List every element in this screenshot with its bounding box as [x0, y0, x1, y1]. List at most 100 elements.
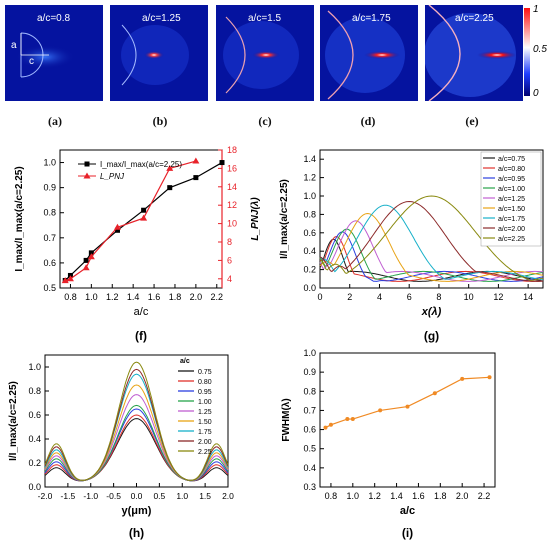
- x-tick-label: 1.0: [85, 292, 98, 302]
- data-point-triangle: [113, 223, 121, 230]
- data-point: [487, 375, 492, 380]
- legend-text-0: I_max/I_max(a/c=2.25): [100, 160, 182, 169]
- y-left-tick-label: 0.8: [43, 208, 56, 218]
- series-line-1: [319, 235, 544, 282]
- x-tick-label: 1.4: [390, 491, 403, 501]
- panel-label-c: (c): [258, 114, 272, 128]
- y-tick-label: 0.3: [303, 482, 316, 492]
- series-line-8: [319, 195, 544, 281]
- colorbar: [524, 8, 530, 96]
- x-tick-label: -0.5: [106, 491, 121, 501]
- x-tick-label: 1.8: [169, 292, 182, 302]
- ac-label-b: a/c=1.25: [142, 13, 181, 24]
- y-right-axis-title: L_PNJ(λ): [250, 197, 261, 241]
- x-tick-label: 1.2: [368, 491, 381, 501]
- legend-text-0: a/c=0.75: [498, 156, 525, 163]
- y-left-tick-label: 1.0: [43, 158, 56, 168]
- y-tick-label: 0.4: [303, 463, 316, 473]
- y-tick-label: 0.7: [303, 405, 316, 415]
- data-point-square: [88, 250, 94, 256]
- x-tick-label: 1.0: [176, 491, 188, 501]
- x-tick-label: -2.0: [38, 491, 53, 501]
- data-point-triangle: [140, 214, 148, 221]
- x-tick-label: 2.0: [190, 292, 203, 302]
- data-point-triangle: [82, 264, 90, 271]
- inset-a-label: a: [11, 40, 17, 51]
- chart-g: 0 2 4 6 8 10 12 14 0.0 0.2 0.4 0.6 0.8 1.0 1.2 1.4 a/c=0…: [279, 149, 544, 343]
- legend-marker-1: [83, 172, 91, 179]
- legend-text-1: a/c=0.80: [498, 166, 525, 173]
- field-panel-c: a/c=1.5: [216, 5, 314, 101]
- panel-label-b: (b): [152, 114, 168, 128]
- x-axis-title: y(μm): [122, 505, 152, 517]
- legend-text-1: 0.80: [198, 379, 212, 386]
- data-point: [378, 408, 383, 413]
- y-left-tick-label: 0.9: [43, 183, 56, 193]
- ac-label-c: a/c=1.5: [248, 13, 282, 24]
- x-tick-label: 2.0: [222, 491, 234, 501]
- legend-text-2: 0.95: [198, 389, 212, 396]
- x-axis-title: a/c: [134, 306, 149, 318]
- x-axis-title: a/c: [400, 505, 415, 517]
- y-tick-label: 0.2: [303, 265, 316, 275]
- colorbar-tick-05: 0.5: [533, 44, 547, 55]
- field-panel-d: a/c=1.75: [320, 5, 418, 101]
- panel-label-h: (h): [129, 526, 144, 540]
- x-tick-label: 0.0: [131, 491, 143, 501]
- y-tick-label: 0.4: [28, 434, 41, 444]
- x-tick-label: 2: [347, 292, 352, 302]
- y-tick-label: 0.8: [303, 209, 316, 219]
- field-panel-b: a/c=1.25: [110, 5, 208, 101]
- field-image-d: [320, 5, 418, 101]
- y-right-tick-label: 10: [227, 219, 237, 229]
- panel-label-a: (a): [48, 114, 62, 128]
- x-tick-label: 0: [317, 292, 322, 302]
- y-tick-label: 0.0: [28, 482, 41, 492]
- chart-f: 0.8 1.0 1.2 1.4 1.6 1.8 2.0 2.2 0.5 0.6 0.7 0.8 0.9 1…: [14, 145, 261, 343]
- legend-text-7: a/c=2.00: [498, 226, 525, 233]
- y-tick-label: 0.0: [303, 283, 316, 293]
- legend-text-5: a/c=1.50: [498, 206, 525, 213]
- plot-frame: [319, 352, 496, 488]
- x-tick-label: 2.2: [211, 292, 224, 302]
- x-tick-label: 8: [436, 292, 441, 302]
- y-right-tick-label: 18: [227, 145, 237, 155]
- data-point: [460, 376, 465, 381]
- x-tick-label: 14: [523, 292, 533, 302]
- y-tick-label: 0.2: [28, 458, 41, 468]
- x-tick-label: 1.6: [148, 292, 161, 302]
- field-panel-e: a/c=2.25: [425, 5, 523, 101]
- y-left-tick-label: 0.5: [43, 283, 56, 293]
- data-point: [345, 417, 350, 422]
- y-right-tick-label: 8: [227, 237, 232, 247]
- x-tick-label: 1.8: [434, 491, 447, 501]
- legend-text-8: 2.25: [198, 449, 212, 456]
- data-point-square: [83, 257, 89, 263]
- y-axis-title: I/I_max(a/c=2.25): [279, 179, 290, 259]
- ac-label-a: a/c=0.8: [37, 13, 71, 24]
- x-tick-label: 1.2: [106, 292, 119, 302]
- legend-text-0: 0.75: [198, 369, 212, 376]
- field-image-a: [5, 5, 103, 101]
- x-tick-label: -1.5: [61, 491, 76, 501]
- x-tick-label: 6: [407, 292, 412, 302]
- field-image-b: [110, 5, 208, 101]
- panel-label-e: (e): [465, 114, 479, 128]
- y-right-tick-label: 4: [227, 274, 232, 284]
- y-axis-title: I/I_max(a/c=2.25): [8, 381, 19, 461]
- y-left-tick-label: 0.7: [43, 233, 56, 243]
- series-line-8: [44, 361, 229, 481]
- legend-text-3: 1.00: [198, 399, 212, 406]
- y-tick-label: 0.8: [28, 386, 41, 396]
- series-line-7: [319, 200, 543, 282]
- y-tick-label: 0.9: [303, 367, 316, 377]
- colorbar-tick-0: 0: [533, 88, 539, 99]
- x-tick-label: 12: [493, 292, 503, 302]
- x-tick-label: 1.5: [199, 491, 211, 501]
- panel-label-d: (d): [360, 114, 376, 128]
- series-line-1: [65, 160, 197, 282]
- x-tick-label: 0.8: [64, 292, 77, 302]
- y-tick-label: 1.0: [303, 348, 316, 358]
- series-line-6: [319, 204, 544, 281]
- legend-text-6: 1.75: [198, 429, 212, 436]
